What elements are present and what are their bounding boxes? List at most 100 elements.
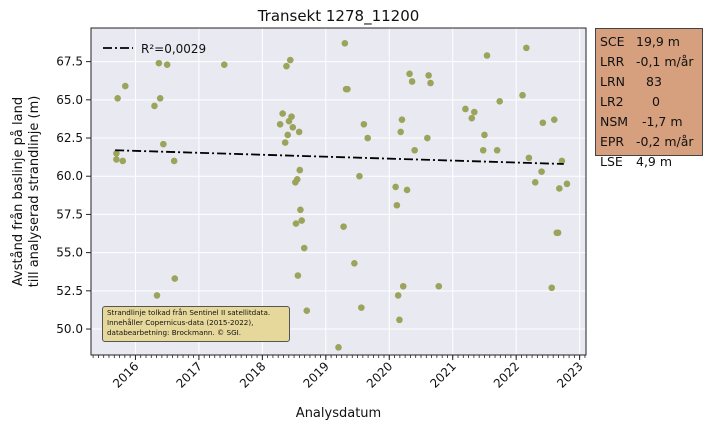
data-point	[279, 110, 286, 117]
stat-value: 0	[652, 94, 660, 109]
data-point	[392, 183, 399, 191]
data-point	[479, 146, 487, 154]
data-point	[351, 260, 358, 267]
data-point	[424, 134, 431, 142]
data-point	[403, 186, 411, 194]
y-tick-label: 62.5	[56, 131, 83, 145]
x-tick-label: 2023	[554, 359, 585, 390]
data-point	[425, 72, 432, 79]
stat-value: 83	[646, 74, 662, 89]
y-axis-ticks: 50.0 52.5 55.0 57.5 60.0 62.5 65.0 67.5	[56, 55, 91, 336]
data-point	[393, 201, 401, 209]
data-point	[171, 275, 179, 282]
data-point	[483, 52, 491, 59]
stat-row-lr2: LR2 0	[600, 92, 698, 112]
data-point	[344, 85, 351, 93]
data-point	[550, 116, 558, 123]
data-point	[563, 180, 571, 188]
data-point	[289, 124, 297, 131]
data-point	[121, 82, 129, 90]
data-point	[341, 39, 349, 47]
stat-row-sce: SCE 19,9 m	[600, 32, 698, 52]
data-point	[471, 108, 478, 116]
note-line: databearbetning: Brockmann. © SGI.	[107, 328, 242, 337]
plot-frame	[90, 27, 587, 356]
data-point	[113, 156, 120, 163]
data-point	[160, 140, 167, 148]
data-point	[364, 134, 371, 142]
data-point	[427, 79, 434, 87]
data-point	[396, 316, 403, 324]
data-point	[531, 179, 539, 186]
data-point	[288, 113, 295, 120]
data-point	[538, 168, 545, 175]
y-tick-label: 67.5	[56, 55, 83, 69]
data-point	[297, 206, 304, 214]
y-tick-label: 65.0	[56, 93, 83, 107]
scatter-points	[113, 39, 571, 351]
legend: R²=0,0029	[103, 42, 206, 56]
stat-row-lrn: LRN 83	[600, 72, 698, 92]
data-point	[300, 244, 308, 252]
data-point	[398, 116, 406, 123]
stat-key: LRN	[600, 74, 625, 89]
y-tick-label: 52.5	[56, 284, 83, 298]
data-point	[119, 157, 127, 165]
y-tick-label: 50.0	[56, 322, 83, 336]
data-point	[523, 44, 530, 52]
x-tick-label: 2018	[237, 359, 268, 390]
y-tick-label: 55.0	[56, 246, 83, 260]
stat-key: LR2	[600, 94, 624, 109]
data-point	[539, 119, 547, 127]
data-point	[156, 94, 164, 102]
data-point	[360, 120, 368, 128]
x-axis-label: Analysdatum	[296, 406, 381, 421]
x-tick-label: 2016	[110, 359, 141, 390]
data-point	[293, 175, 301, 183]
stat-key: EPR	[600, 134, 625, 149]
stat-row-epr: EPR -0,2 m/år	[600, 132, 698, 152]
data-point	[335, 344, 342, 351]
data-point	[292, 220, 300, 227]
stat-key: LRR	[600, 54, 625, 69]
data-point	[281, 139, 289, 146]
x-tick-label: 2022	[491, 359, 522, 390]
data-point	[481, 131, 488, 139]
x-tick-label: 2017	[174, 359, 205, 390]
x-axis-ticks: 2016 2017 2018 2019 2020 2021 2022 2023	[110, 355, 586, 391]
data-point	[558, 157, 566, 165]
data-point	[220, 61, 228, 68]
data-point	[276, 120, 284, 128]
stat-key: LSE	[600, 154, 623, 169]
data-point	[525, 154, 533, 162]
data-point	[554, 229, 562, 237]
stat-row-lse: LSE 4,9 m	[600, 152, 698, 172]
trend-line	[115, 149, 564, 165]
data-point	[153, 292, 161, 299]
stat-value: -0,2 m/år	[636, 134, 694, 149]
data-point	[340, 223, 347, 230]
data-point	[298, 217, 305, 224]
plot-area	[91, 28, 586, 355]
data-point	[408, 78, 416, 85]
data-point	[163, 61, 171, 68]
chart-title: Transekt 1278_11200	[257, 7, 420, 26]
data-point	[411, 146, 418, 154]
data-point	[295, 128, 303, 136]
data-point	[170, 157, 178, 165]
data-point	[283, 62, 290, 70]
data-point	[493, 146, 501, 154]
x-tick-label: 2019	[300, 359, 331, 390]
data-point	[435, 282, 443, 290]
data-point	[394, 292, 402, 299]
stat-value: -1,7 m	[642, 114, 683, 129]
statistics-box: SCE 19,9 m LRR -0,1 m/år LRN 83 LR2 0 NSM -1,…	[595, 28, 703, 169]
stat-row-nsm: NSM -1,7 m	[600, 112, 698, 132]
stat-key: NSM	[600, 114, 629, 129]
data-source-note: Strandlinje tolkad från Sentinel II sate…	[102, 306, 290, 342]
data-point	[303, 307, 311, 314]
data-point	[468, 114, 476, 122]
y-tick-label: 60.0	[56, 169, 83, 183]
y-axis-label-line-2: till analyserad strandlinje (m)	[27, 96, 42, 288]
stat-value: 19,9 m	[636, 34, 680, 49]
